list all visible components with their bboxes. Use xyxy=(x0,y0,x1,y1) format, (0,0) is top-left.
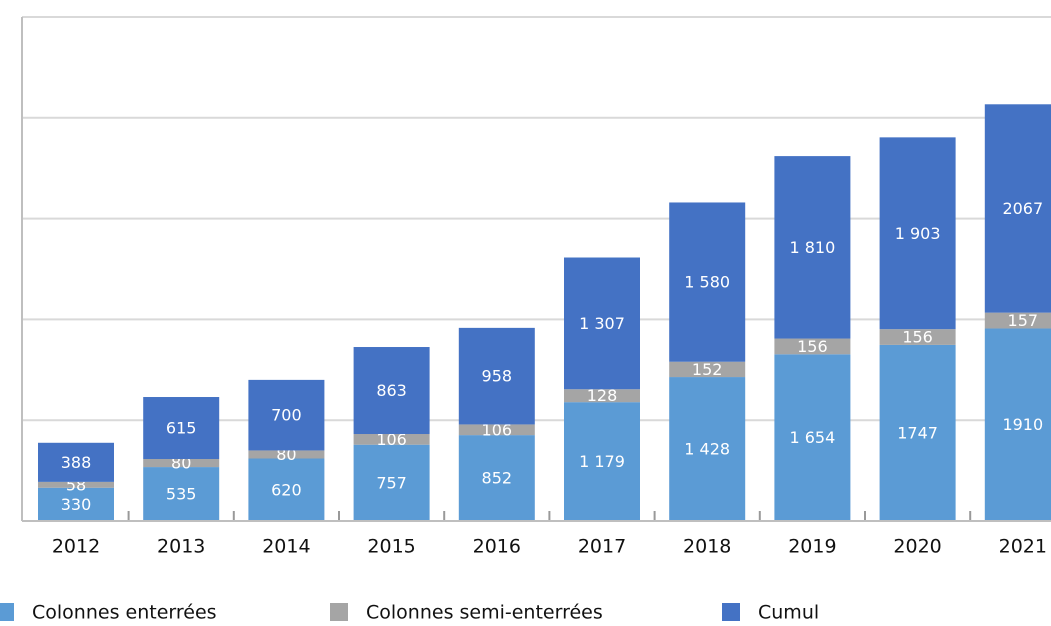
legend-swatch xyxy=(330,603,348,621)
bar-segment xyxy=(564,389,640,403)
x-tick-label: 2018 xyxy=(683,536,731,558)
bar-segment xyxy=(353,347,430,435)
value-label: 1910 xyxy=(1002,415,1043,434)
value-label: 1747 xyxy=(897,423,938,442)
bar-segment xyxy=(248,379,325,451)
bar-segment xyxy=(458,435,535,521)
bar-segment xyxy=(564,257,640,390)
value-label: 1 307 xyxy=(579,314,625,333)
value-label: 1 903 xyxy=(895,224,941,243)
x-tick-label: 2015 xyxy=(367,536,415,558)
value-label: 106 xyxy=(482,420,513,439)
bar-segment xyxy=(143,397,220,460)
bar-segment xyxy=(774,354,851,521)
legend-label: Colonnes enterrées xyxy=(32,602,217,624)
bar-segment xyxy=(248,450,325,459)
x-tick-label: 2012 xyxy=(52,536,100,558)
bar-segment xyxy=(353,434,430,445)
value-label: 2067 xyxy=(1002,199,1043,218)
bar-segment xyxy=(38,487,114,521)
bar-segment xyxy=(38,442,114,482)
value-label: 958 xyxy=(482,367,513,386)
bar-segment xyxy=(353,444,430,521)
x-tick-label: 2016 xyxy=(473,536,521,558)
value-label: 330 xyxy=(61,495,92,514)
value-label: 1 428 xyxy=(684,440,730,459)
bar-segment xyxy=(143,467,220,521)
legend-label: Cumul xyxy=(758,602,819,624)
bar-segment xyxy=(984,328,1051,521)
x-tick-label: 2021 xyxy=(999,536,1047,558)
value-label: 156 xyxy=(902,328,933,347)
bar-segment xyxy=(669,377,746,521)
bar-segment xyxy=(774,156,851,339)
value-label: 1 580 xyxy=(684,273,730,292)
bar-segment xyxy=(458,424,535,436)
legend-label: Colonnes semi-enterrées xyxy=(366,602,603,624)
value-label: 156 xyxy=(797,337,828,356)
bar-segment xyxy=(458,327,535,425)
value-label: 388 xyxy=(61,453,92,472)
value-label: 535 xyxy=(166,485,197,504)
x-tick-label: 2017 xyxy=(578,536,626,558)
value-label: 1 810 xyxy=(789,238,835,257)
x-tick-label: 2020 xyxy=(893,536,941,558)
bar-segment xyxy=(143,459,220,468)
bar-segment xyxy=(774,338,851,355)
bar-segment xyxy=(879,137,956,330)
value-label: 106 xyxy=(376,430,407,449)
value-label: 700 xyxy=(271,406,302,425)
bar-segment xyxy=(38,481,114,488)
legend-swatch xyxy=(722,603,740,621)
value-label: 757 xyxy=(376,473,407,492)
value-label: 852 xyxy=(482,469,513,488)
x-tick-label: 2013 xyxy=(157,536,205,558)
value-label: 1 179 xyxy=(579,452,625,471)
value-label: 1 654 xyxy=(789,428,835,447)
bar-segment xyxy=(984,104,1051,313)
value-label: 620 xyxy=(271,480,302,499)
bar-segment xyxy=(564,402,640,521)
bar-segment xyxy=(669,361,746,378)
bar-segment xyxy=(879,329,956,345)
x-tick-label: 2014 xyxy=(262,536,310,558)
bar-segment xyxy=(879,344,956,521)
bar-segment xyxy=(984,312,1051,329)
value-label: 863 xyxy=(376,381,407,400)
value-label: 128 xyxy=(587,386,618,405)
value-label: 152 xyxy=(692,360,723,379)
value-label: 157 xyxy=(1008,311,1039,330)
bar-segment xyxy=(248,458,325,521)
legend-swatch xyxy=(0,603,14,621)
x-tick-label: 2019 xyxy=(788,536,836,558)
value-label: 615 xyxy=(166,419,197,438)
bar-segment xyxy=(669,202,746,362)
